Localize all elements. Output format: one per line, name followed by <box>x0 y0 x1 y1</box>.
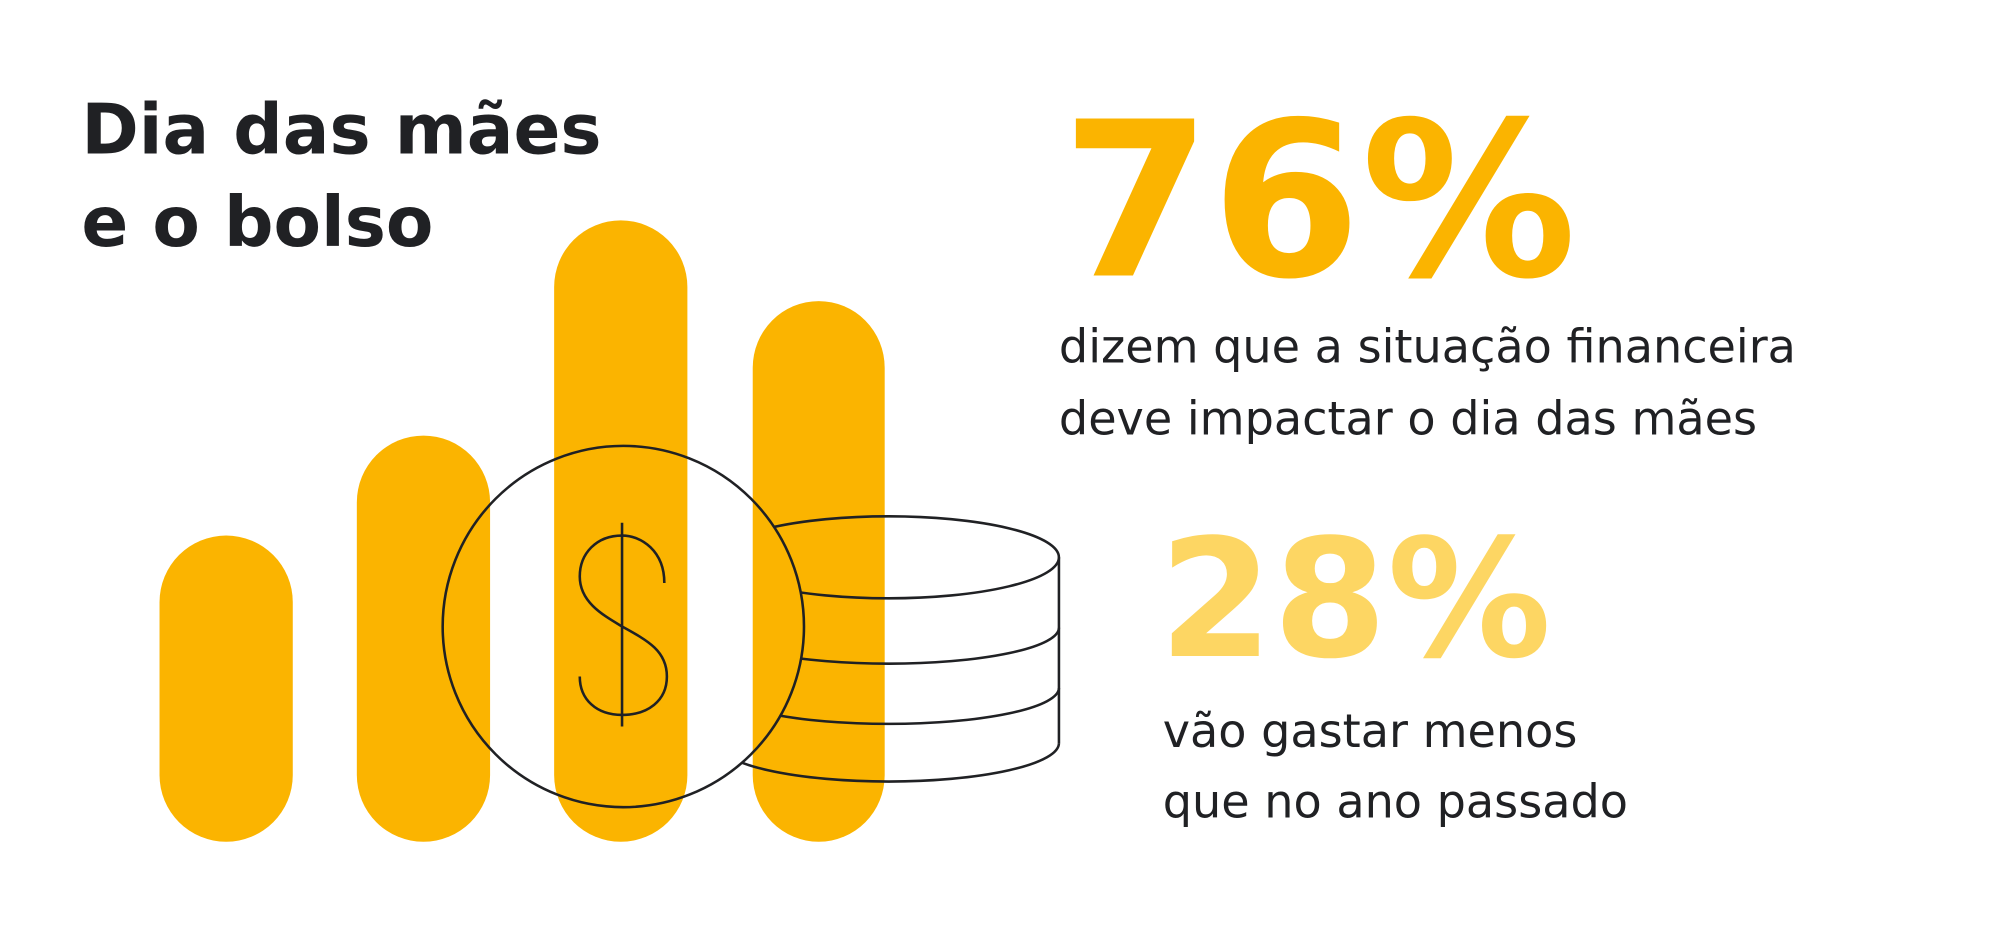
stat-text: que no ano passado <box>1163 774 1628 828</box>
stat-value: 76% <box>1061 75 1576 326</box>
bar-shape <box>752 301 885 842</box>
stat-value: 28% <box>1159 504 1552 695</box>
title-line: Dia das mães <box>81 91 601 171</box>
bar-shape <box>554 220 688 842</box>
bar-shape <box>159 535 293 842</box>
coin-stack <box>716 515 1061 783</box>
stat-text: vão gastar menos <box>1163 704 1578 758</box>
bar-shape <box>356 435 491 842</box>
coin <box>441 444 806 809</box>
title-line: e o bolso <box>81 183 433 263</box>
stat-text: dizem que a situação financeira <box>1059 320 1796 374</box>
stat-text: deve impactar o dia das mães <box>1059 391 1757 445</box>
